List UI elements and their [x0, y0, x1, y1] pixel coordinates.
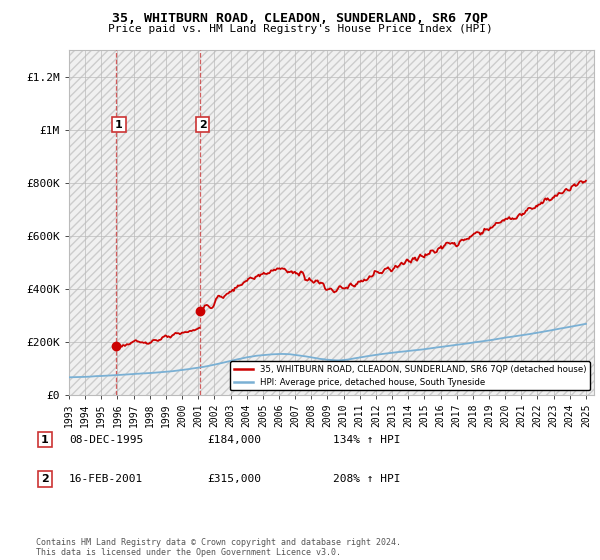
Text: 134% ↑ HPI: 134% ↑ HPI — [333, 435, 401, 445]
Legend: 35, WHITBURN ROAD, CLEADON, SUNDERLAND, SR6 7QP (detached house), HPI: Average p: 35, WHITBURN ROAD, CLEADON, SUNDERLAND, … — [230, 361, 590, 390]
Text: £184,000: £184,000 — [207, 435, 261, 445]
Text: 08-DEC-1995: 08-DEC-1995 — [69, 435, 143, 445]
Text: 2: 2 — [199, 120, 206, 129]
Text: £315,000: £315,000 — [207, 474, 261, 484]
Text: 2: 2 — [41, 474, 49, 484]
Text: 16-FEB-2001: 16-FEB-2001 — [69, 474, 143, 484]
Text: 1: 1 — [41, 435, 49, 445]
Text: 1: 1 — [115, 120, 123, 129]
Text: 208% ↑ HPI: 208% ↑ HPI — [333, 474, 401, 484]
Text: Price paid vs. HM Land Registry's House Price Index (HPI): Price paid vs. HM Land Registry's House … — [107, 24, 493, 34]
Text: 35, WHITBURN ROAD, CLEADON, SUNDERLAND, SR6 7QP: 35, WHITBURN ROAD, CLEADON, SUNDERLAND, … — [112, 12, 488, 25]
Text: Contains HM Land Registry data © Crown copyright and database right 2024.
This d: Contains HM Land Registry data © Crown c… — [36, 538, 401, 557]
